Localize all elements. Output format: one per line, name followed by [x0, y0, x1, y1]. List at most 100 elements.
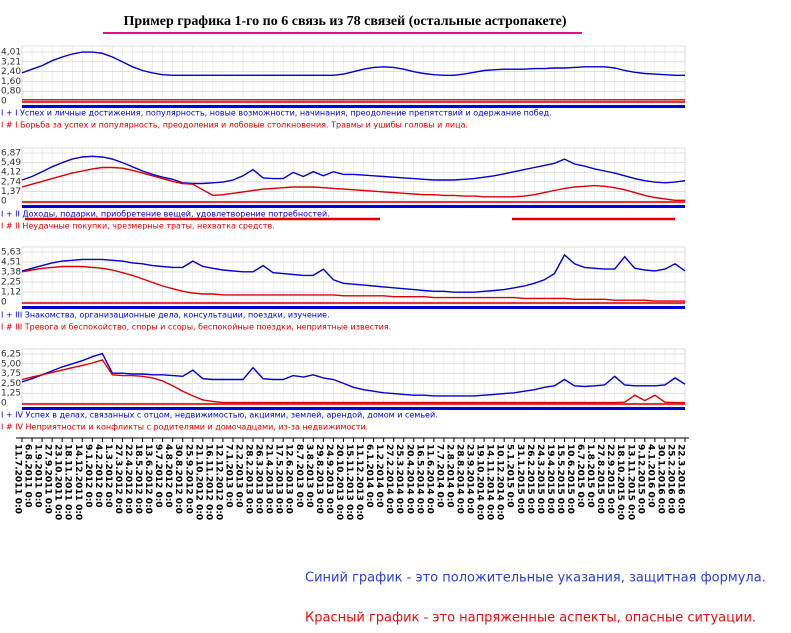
x-tick-label: 26.2.2015 0:0 [525, 444, 535, 514]
y-tick-label: 4,01 [1, 48, 21, 58]
x-tick-label: 16.5.2014 0:0 [414, 444, 424, 514]
x-tick-label: 28.8.2014 0:0 [455, 444, 465, 514]
x-tick-label: 29.8.2013 0:0 [314, 444, 324, 514]
y-tick-label: 6,87 [1, 149, 21, 159]
x-tick-label: 23.10.2011 0:0 [53, 444, 63, 520]
x-tick-label: 18.10.2015 0:0 [615, 444, 625, 520]
x-tick-label: 18.11.2011 0:0 [63, 444, 73, 520]
panel-blue-bar [22, 105, 685, 108]
y-tick-label: 2,40 [1, 67, 21, 77]
legend-entry: I # III Тревога и беспокойство, споры и … [1, 323, 391, 332]
x-tick-label: 8.7.2013 0:0 [294, 444, 304, 508]
line-series [21, 166, 685, 201]
x-tick-label: 27.3.2012 0:0 [113, 444, 123, 514]
x-tick-label: 9.1.2012 0:0 [83, 444, 93, 508]
y-tick-label: 6,25 [1, 350, 21, 360]
line-series [21, 155, 686, 185]
x-tick-label: 6.8.2011 0:0 [23, 444, 33, 508]
y-tick-label: 0 [1, 399, 7, 409]
x-tick-label: 9.7.2012 0:0 [153, 444, 163, 508]
x-tick-label: 2.2.2013 0:0 [234, 444, 244, 508]
x-tick-label: 21.10.2012 0:0 [193, 444, 203, 520]
y-tick-label: 0,80 [1, 87, 21, 97]
legend-entry: I + III Знакомства, организационные дела… [1, 311, 330, 320]
x-tick-label: 22.9.2015 0:0 [605, 444, 615, 514]
x-tick-label: 5.1.2015 0:0 [505, 444, 515, 508]
x-tick-label: 24.3.2015 0:0 [535, 444, 545, 514]
panel-blue-bar [22, 205, 685, 208]
y-tick-label: 5,00 [1, 359, 21, 369]
x-tick-label: 30.8.2012 0:0 [173, 444, 183, 514]
legend-entry: I # I Борьба за успех и популярность, пр… [1, 121, 468, 130]
x-tick-label: 26.3.2013 0:0 [254, 444, 264, 514]
y-tick-label: 3,75 [1, 369, 21, 379]
y-tick-label: 0 [1, 298, 7, 308]
x-tick-label: 27.9.2011 0:0 [43, 444, 53, 514]
x-tick-label: 6.1.2014 0:0 [364, 444, 374, 508]
y-tick-label: 1,25 [1, 389, 21, 399]
x-tick-label: 28.2.2013 0:0 [244, 444, 254, 514]
x-tick-label: 24.9.2013 0:0 [324, 444, 334, 514]
line-series [21, 352, 686, 397]
line-series [21, 253, 686, 293]
x-tick-label: 1.2.2014 0:0 [374, 444, 384, 508]
x-tick-label: 3.8.2013 0:0 [304, 444, 314, 508]
x-tick-label: 23.9.2014 0:0 [465, 444, 475, 514]
x-tick-label: 12.6.2013 0:0 [284, 444, 294, 514]
x-tick-label: 11.12.2013 0:0 [354, 444, 364, 520]
panel-blue-bar [22, 306, 685, 309]
y-tick-label: 0 [1, 97, 7, 107]
x-tick-label: 1.3.2012 0:0 [103, 444, 113, 508]
y-tick-label: 5,49 [1, 158, 21, 168]
y-tick-label: 0 [1, 197, 7, 207]
x-tick-label: 11.7.2011 0:0 [13, 444, 23, 514]
line-series [21, 359, 685, 404]
x-tick-label: 10.6.2015 0:0 [565, 444, 575, 514]
x-tick-label: 7.7.2014 0:0 [434, 444, 444, 508]
x-tick-label: 2.8.2014 0:0 [444, 444, 454, 508]
x-tick-label: 4.1.2016 0:0 [645, 444, 655, 508]
x-tick-label: 30.1.2016 0:0 [655, 444, 665, 514]
legend-entry: I # IV Неприятности и конфликты с родите… [1, 423, 368, 432]
y-tick-label: 1,12 [1, 288, 21, 298]
x-tick-label: 10.12.2014 0:0 [495, 444, 505, 520]
x-tick-label: 16.11.2012 0:0 [203, 444, 213, 520]
line-series [21, 265, 685, 302]
x-tick-label: 4.2.2012 0:0 [93, 444, 103, 508]
panel-blue-bar [22, 407, 685, 410]
x-tick-label: 13.6.2012 0:0 [143, 444, 153, 514]
x-tick-label: 9.12.2015 0:0 [635, 444, 645, 514]
x-tick-label: 27.2.2014 0:0 [384, 444, 394, 514]
x-tick-label: 15.5.2015 0:0 [555, 444, 565, 514]
x-tick-label: 6.7.2015 0:0 [575, 444, 585, 508]
x-tick-label: 20.10.2013 0:0 [334, 444, 344, 520]
x-tick-label: 14.11.2014 0:0 [485, 444, 495, 520]
x-tick-label: 7.1.2013 0:0 [223, 444, 233, 508]
line-series [21, 51, 685, 76]
x-tick-label: 18.5.2012 0:0 [133, 444, 143, 514]
y-tick-label: 5,63 [1, 248, 21, 258]
x-tick-label: 22.3.2016 0:0 [676, 444, 686, 514]
y-tick-label: 4,12 [1, 168, 21, 178]
legend-entry: I # II Неудачные покупки, чрезмерные тра… [1, 222, 275, 231]
x-tick-label: 15.11.2013 0:0 [344, 444, 354, 520]
x-tick-label: 17.5.2013 0:0 [274, 444, 284, 514]
x-tick-label: 21.4.2013 0:0 [264, 444, 274, 514]
legend-entry: I + I Успех и личные достижения, популяр… [1, 109, 552, 118]
legend-entry: I + IV Успех в делах, связанных с отцом,… [1, 411, 438, 420]
y-tick-label: 2,74 [1, 177, 21, 187]
y-tick-label: 2,25 [1, 278, 21, 288]
note-blue: Синий график - это положительные указани… [305, 571, 766, 586]
x-tick-label: 19.10.2014 0:0 [475, 444, 485, 520]
x-tick-label: 20.4.2014 0:0 [404, 444, 414, 514]
x-tick-label: 25.2.2016 0:0 [665, 444, 675, 514]
x-tick-label: 1.8.2015 0:0 [585, 444, 595, 508]
x-tick-label: 1.9.2011 0:0 [33, 444, 43, 508]
x-tick-label: 13.11.2015 0:0 [625, 444, 635, 520]
y-tick-label: 4,51 [1, 257, 21, 267]
x-tick-label: 25.3.2014 0:0 [394, 444, 404, 514]
y-tick-label: 3,21 [1, 57, 21, 67]
y-tick-label: 3,38 [1, 267, 21, 277]
x-tick-label: 14.12.2011 0:0 [73, 444, 83, 520]
